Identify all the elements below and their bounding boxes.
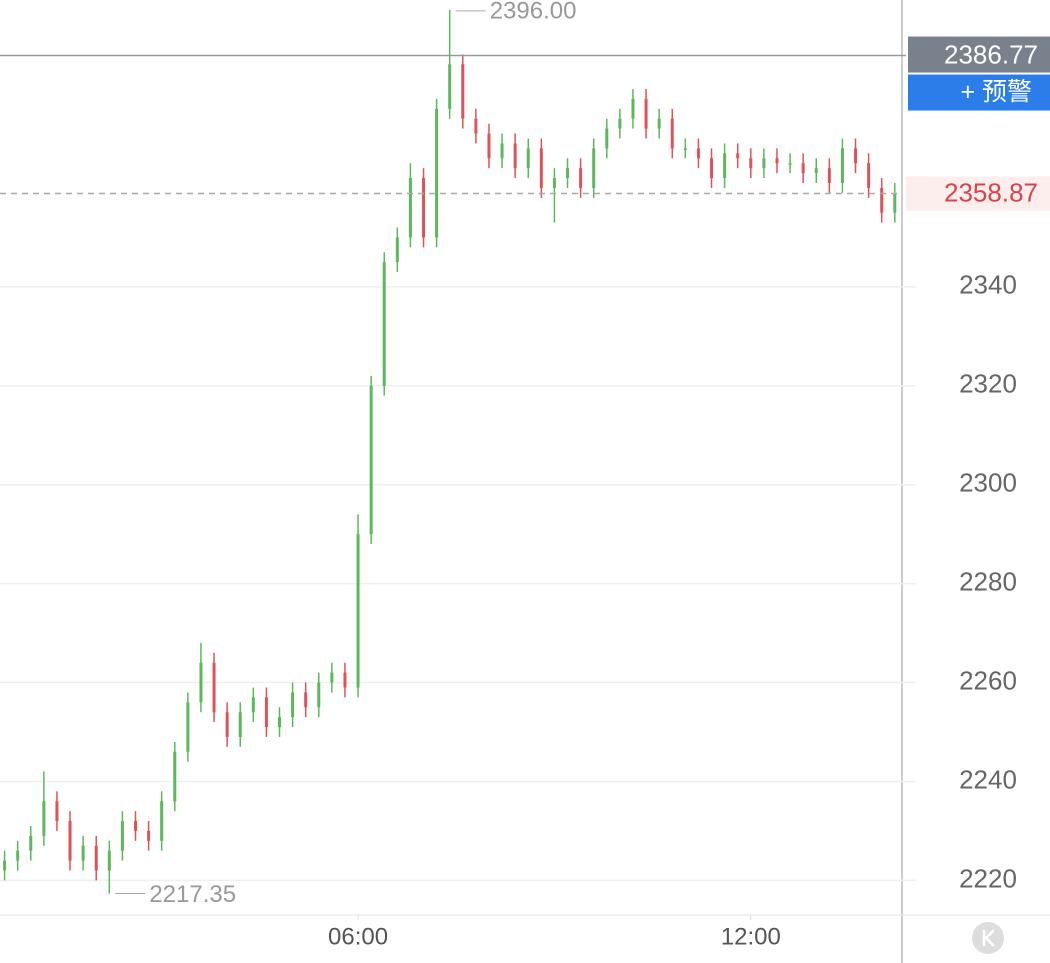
y-tick-label: 2340 <box>959 270 1017 300</box>
candle-body <box>160 801 164 841</box>
candle-body <box>68 821 72 861</box>
candle-body <box>369 385 373 535</box>
crosshair-label-bg <box>908 36 1050 73</box>
candle-body <box>264 697 268 728</box>
candle-body <box>435 108 439 238</box>
last-price-bg <box>906 176 1050 211</box>
candle-body <box>880 187 884 213</box>
x-tick-label: 06:00 <box>328 923 388 950</box>
candle-body <box>696 148 700 159</box>
candle-body <box>539 148 543 188</box>
candle-body <box>867 163 871 188</box>
candle-body <box>474 118 478 134</box>
candle-body <box>422 178 426 238</box>
candle-body <box>291 692 295 718</box>
candle-body <box>304 692 308 708</box>
candle-body <box>775 158 779 164</box>
candle-body <box>94 845 98 871</box>
candle-body <box>147 830 151 841</box>
y-tick-label: 2280 <box>959 566 1017 596</box>
candle-body <box>749 158 753 169</box>
candle-body <box>225 712 229 737</box>
y-tick-label: 2260 <box>959 665 1017 695</box>
candle-body <box>526 148 530 169</box>
y-tick-label: 2240 <box>959 764 1017 794</box>
candle-body <box>605 128 609 149</box>
candle-body <box>120 821 124 851</box>
candle-body <box>631 98 635 119</box>
candle-body <box>827 168 831 183</box>
candle-body <box>670 118 674 149</box>
candle-body <box>133 821 137 831</box>
candle-body <box>618 118 622 129</box>
candle-body <box>278 717 282 728</box>
candle-body <box>552 178 556 188</box>
reset-glyph <box>982 929 995 947</box>
candle-body <box>395 237 399 263</box>
candle-body <box>500 143 504 159</box>
min-marker-label: 2217.35 <box>149 881 236 908</box>
alert-button[interactable] <box>908 74 1050 111</box>
candle-body <box>736 153 740 159</box>
last-price-label: 2358.87 <box>944 177 1038 207</box>
candle-body <box>840 148 844 183</box>
candle-body <box>81 845 85 861</box>
candle-body <box>566 168 570 179</box>
candle-body <box>16 850 20 861</box>
reset-button[interactable] <box>972 922 1004 954</box>
candle-body <box>461 64 465 119</box>
candle-body <box>893 193 897 213</box>
candle-body <box>251 697 255 713</box>
candle-body <box>644 98 648 129</box>
candle-body <box>723 153 727 179</box>
candle-body <box>212 662 216 713</box>
reset-icon[interactable] <box>972 922 1004 954</box>
candle-body <box>356 534 360 688</box>
crosshair-label: 2386.77 <box>944 39 1038 69</box>
candle-body <box>683 148 687 150</box>
x-tick-label: 12:00 <box>721 923 781 950</box>
max-marker-label: 2396.00 <box>490 0 577 24</box>
candle-body <box>408 178 412 238</box>
candle-body <box>199 662 203 703</box>
candle-body <box>762 158 766 169</box>
candle-body <box>592 148 596 188</box>
candle-body <box>343 672 347 688</box>
candle-body <box>29 835 33 851</box>
y-tick-label: 2220 <box>959 863 1017 893</box>
candle-body <box>487 133 491 159</box>
candle-body <box>710 158 714 179</box>
candle-body <box>801 163 805 174</box>
candle-body <box>173 751 177 802</box>
y-tick-label: 2300 <box>959 468 1017 498</box>
y-tick-label: 2320 <box>959 369 1017 399</box>
candle-body <box>238 712 242 737</box>
candle-body <box>3 860 7 871</box>
candle-body <box>788 163 792 165</box>
candle-body <box>814 168 818 174</box>
candle-body <box>317 682 321 708</box>
candle-body <box>382 262 386 386</box>
alert-button-label[interactable]: + 预警 <box>960 78 1032 106</box>
candle-body <box>448 64 452 109</box>
candle-body <box>513 143 517 169</box>
candle-body <box>330 672 334 683</box>
candle-body <box>55 801 59 822</box>
candle-body <box>657 118 661 129</box>
candle-body <box>42 801 46 836</box>
candle-body <box>107 850 111 871</box>
candle-body <box>186 702 190 752</box>
candle-body <box>854 148 858 164</box>
candle-body <box>579 168 583 188</box>
